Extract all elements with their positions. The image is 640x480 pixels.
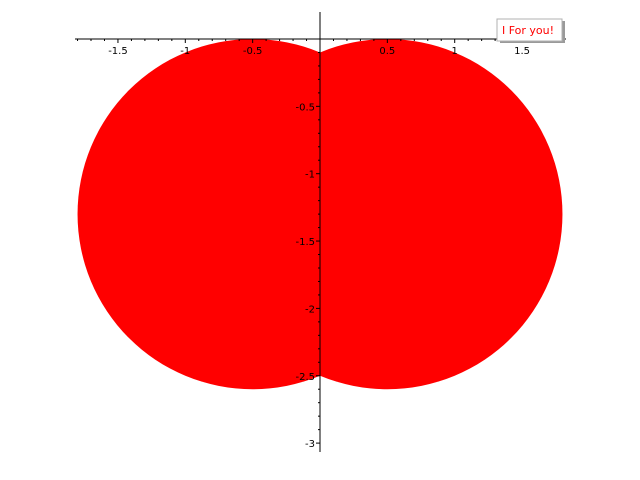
x-tick-label: -1 bbox=[180, 46, 190, 57]
x-tick-label: 1 bbox=[452, 46, 458, 57]
axis-ticks: -1.5 -1 -0.5 0.5 1 1.5 -0.5 -1 -1.5 -2 -2.5 -3 bbox=[77, 39, 563, 450]
y-tick-label: -3 bbox=[305, 439, 315, 450]
x-tick-label: 0.5 bbox=[379, 46, 395, 57]
x-tick-label: -0.5 bbox=[243, 46, 263, 57]
heart-lobe-right bbox=[212, 39, 563, 390]
x-tick-label: -1.5 bbox=[108, 46, 128, 57]
y-tick-label: -1.5 bbox=[295, 237, 315, 248]
y-tick-label: -2 bbox=[305, 304, 315, 315]
heart-fill-area bbox=[77, 39, 563, 390]
legend: I For you! bbox=[496, 18, 565, 43]
y-tick-label: -1 bbox=[305, 170, 315, 181]
y-tick-label: -0.5 bbox=[295, 102, 315, 113]
x-tick-label: 1.5 bbox=[514, 46, 530, 57]
legend-label: I For you! bbox=[502, 24, 554, 37]
legend-box bbox=[496, 18, 563, 42]
y-tick-label: -2.5 bbox=[295, 372, 315, 383]
axes bbox=[75, 12, 566, 452]
